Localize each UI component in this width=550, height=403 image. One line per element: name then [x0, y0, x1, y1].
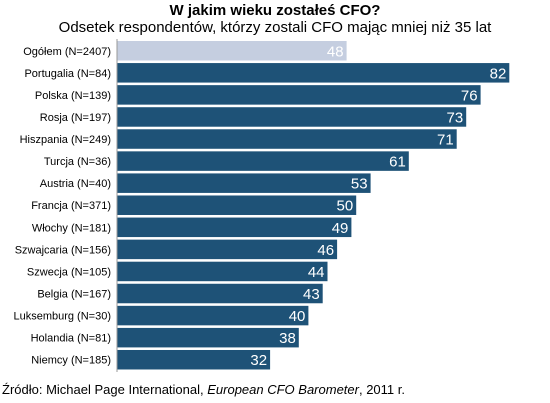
bar: [117, 327, 299, 348]
bar: [117, 151, 409, 171]
category-label: Turcja (N=36): [44, 156, 111, 168]
category-label: Francja (N=371): [31, 200, 111, 212]
bar: [117, 63, 510, 83]
source-note: Źródło: Michael Page International, Euro…: [2, 382, 405, 398]
category-label: Włochy (N=181): [32, 222, 111, 234]
value-label: 46: [317, 242, 334, 259]
bar: [117, 283, 323, 304]
category-label: Szwecja (N=105): [27, 266, 111, 278]
value-label: 32: [250, 352, 267, 369]
value-label: 40: [289, 308, 306, 325]
source-prefix: Źródło: Michael Page International,: [2, 382, 208, 397]
category-label: Rosja (N=197): [40, 112, 111, 124]
value-label: 53: [351, 176, 368, 193]
value-label: 76: [461, 87, 478, 104]
category-label: Niemcy (N=185): [31, 355, 111, 367]
bar: [117, 107, 467, 127]
bar: [117, 129, 457, 149]
value-label: 38: [279, 330, 296, 347]
bar: [117, 85, 481, 105]
category-label: Luksemburg (N=30): [13, 311, 111, 323]
value-label: 49: [332, 220, 349, 237]
category-label: Holandia (N=81): [31, 333, 111, 345]
chart-title: W jakim wieku zostałeś CFO?: [169, 2, 381, 19]
bar: [117, 305, 309, 326]
bar-total: [117, 41, 347, 61]
category-label: Portugalia (N=84): [24, 68, 111, 80]
value-label: 50: [337, 198, 354, 215]
bar: [117, 349, 271, 370]
value-label: 73: [447, 109, 464, 126]
category-label: Austria (N=40): [40, 178, 111, 190]
value-label: 44: [308, 264, 325, 281]
value-label: 48: [327, 43, 344, 60]
bar: [117, 195, 357, 215]
category-label: Szwajcaria (N=156): [15, 244, 111, 256]
value-label: 61: [389, 154, 406, 171]
source-suffix: , 2011 r.: [358, 382, 405, 397]
source-title: European CFO Barometer: [207, 382, 359, 397]
category-label: Belgia (N=167): [37, 289, 111, 301]
category-label: Hiszpania (N=249): [20, 134, 111, 146]
bar: [117, 173, 371, 193]
value-label: 43: [303, 286, 320, 303]
chart-subtitle: Odsetek respondentów, którzy zostali CFO…: [58, 19, 492, 36]
category-label: Polska (N=139): [35, 90, 111, 102]
bar: [117, 261, 328, 282]
value-label: 71: [437, 132, 454, 149]
bar: [117, 239, 338, 260]
bar: [117, 217, 352, 238]
category-label: Ogółem (N=2407): [23, 46, 111, 58]
value-label: 82: [490, 65, 507, 82]
